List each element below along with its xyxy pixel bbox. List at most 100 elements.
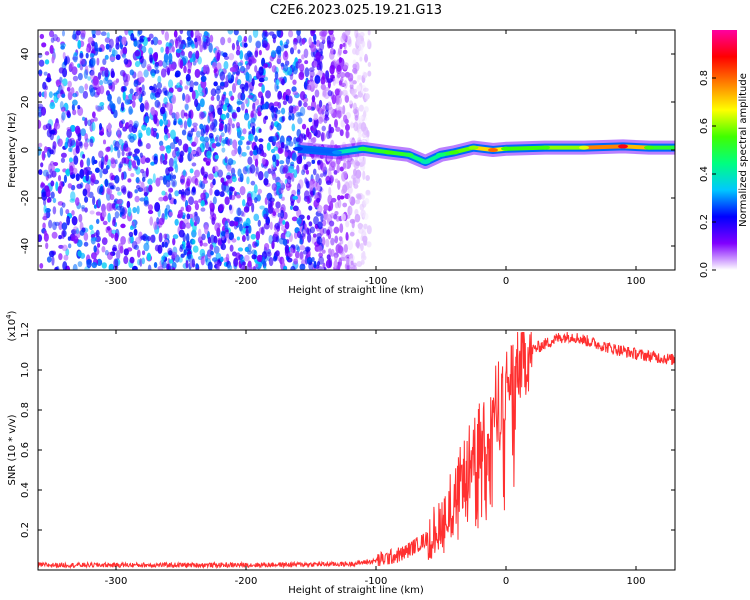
noise-speck xyxy=(216,94,220,102)
noise-speck xyxy=(99,102,105,107)
noise-speck xyxy=(304,67,310,78)
noise-speck xyxy=(221,147,226,153)
noise-speck xyxy=(278,187,284,195)
noise-speck xyxy=(326,229,331,236)
noise-speck xyxy=(299,239,303,245)
noise-speck xyxy=(77,104,81,110)
noise-speck xyxy=(127,190,131,199)
noise-speck xyxy=(301,123,307,130)
noise-speck xyxy=(126,200,131,209)
noise-speck xyxy=(363,106,369,113)
noise-speck xyxy=(59,207,64,217)
noise-speck xyxy=(282,164,289,174)
noise-speck xyxy=(187,130,194,138)
noise-speck xyxy=(66,127,72,132)
carrier-core xyxy=(504,145,547,151)
noise-speck xyxy=(248,133,254,142)
noise-speck xyxy=(277,147,283,154)
spectrogram-image xyxy=(38,30,675,270)
noise-speck xyxy=(159,154,163,165)
noise-speck xyxy=(321,236,326,246)
noise-speck xyxy=(277,90,283,100)
noise-speck xyxy=(231,112,238,119)
noise-speck xyxy=(296,183,301,193)
noise-speck xyxy=(275,201,281,209)
noise-speck xyxy=(79,168,85,179)
noise-speck xyxy=(80,128,87,137)
noise-speck xyxy=(367,61,372,67)
noise-speck xyxy=(191,187,196,193)
noise-speck xyxy=(220,113,227,121)
spectrogram-y-tick-label: -40 xyxy=(20,238,31,254)
noise-speck xyxy=(344,243,348,253)
noise-speck xyxy=(263,213,268,220)
noise-speck xyxy=(292,195,299,200)
noise-speck xyxy=(129,235,134,244)
noise-speck xyxy=(293,169,298,178)
noise-speck xyxy=(157,39,163,45)
noise-speck xyxy=(146,235,151,242)
noise-speck xyxy=(242,166,248,175)
noise-speck xyxy=(218,100,223,107)
noise-speck xyxy=(101,210,107,218)
noise-speck xyxy=(110,157,116,165)
noise-speck xyxy=(344,123,350,132)
noise-speck xyxy=(121,171,125,181)
noise-speck xyxy=(248,88,253,95)
noise-speck xyxy=(52,140,57,150)
noise-speck xyxy=(237,168,242,177)
noise-speck xyxy=(339,72,346,78)
noise-speck xyxy=(191,90,196,100)
noise-speck xyxy=(44,185,50,192)
noise-speck xyxy=(291,123,296,132)
noise-speck xyxy=(283,44,289,49)
noise-speck xyxy=(258,49,262,56)
noise-speck xyxy=(193,81,199,86)
noise-speck xyxy=(195,263,199,269)
noise-speck xyxy=(329,126,335,134)
noise-speck xyxy=(189,168,194,174)
noise-speck xyxy=(339,43,343,50)
noise-speck xyxy=(334,210,339,216)
noise-speck xyxy=(317,221,323,230)
noise-speck xyxy=(181,129,187,136)
noise-speck xyxy=(250,233,256,240)
snr-xlabel: Height of straight line (km) xyxy=(288,585,424,596)
noise-speck xyxy=(95,235,101,243)
noise-speck xyxy=(160,68,167,78)
noise-speck xyxy=(282,220,286,225)
noise-speck xyxy=(352,80,357,85)
noise-speck xyxy=(358,50,364,58)
noise-speck xyxy=(38,109,42,118)
noise-speck xyxy=(122,90,126,101)
noise-speck xyxy=(194,136,199,145)
noise-speck xyxy=(172,237,176,246)
noise-speck xyxy=(193,200,199,205)
noise-speck xyxy=(347,240,354,251)
noise-speck xyxy=(317,107,323,115)
noise-speck xyxy=(107,122,112,133)
noise-speck xyxy=(291,113,295,121)
noise-speck xyxy=(231,123,235,129)
noise-speck xyxy=(297,49,301,54)
noise-speck xyxy=(290,265,296,270)
noise-speck xyxy=(307,131,312,140)
noise-speck xyxy=(84,133,89,142)
noise-speck xyxy=(175,48,182,54)
noise-speck xyxy=(239,50,244,60)
noise-speck xyxy=(107,159,111,168)
noise-speck xyxy=(225,138,230,146)
noise-speck xyxy=(108,38,114,49)
noise-speck xyxy=(352,67,358,74)
noise-speck xyxy=(163,128,169,134)
noise-speck xyxy=(182,56,189,64)
noise-speck xyxy=(281,257,285,266)
noise-speck xyxy=(261,157,266,165)
noise-speck xyxy=(222,104,228,112)
noise-speck xyxy=(139,257,143,267)
noise-speck xyxy=(309,226,316,234)
noise-speck xyxy=(164,214,168,220)
noise-speck xyxy=(326,78,333,83)
noise-speck xyxy=(197,228,202,238)
noise-speck xyxy=(307,233,312,243)
